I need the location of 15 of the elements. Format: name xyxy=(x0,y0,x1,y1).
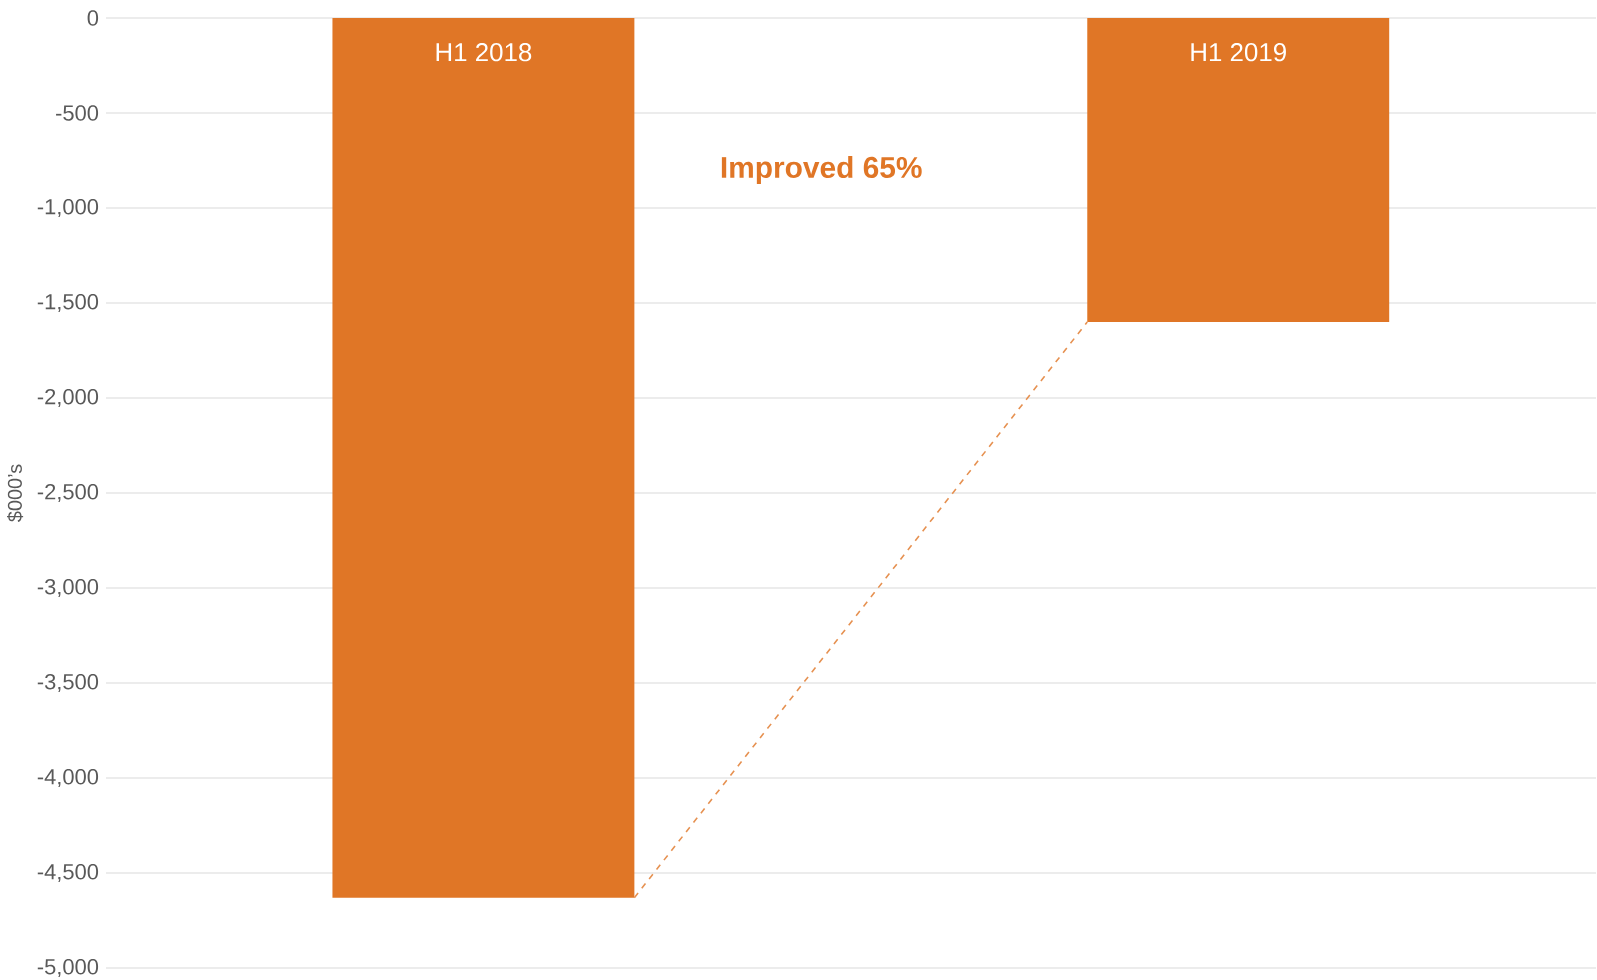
y-tick-label: -1,000 xyxy=(37,198,99,218)
y-tick-label: -500 xyxy=(56,105,99,121)
y-tick-label: -2,500 xyxy=(37,483,99,503)
y-tick-label: -4,500 xyxy=(37,863,99,883)
y-tick-label: 0 xyxy=(87,10,99,26)
x-tick-label: H1 2018 xyxy=(436,43,532,62)
annotation: Improved 65% xyxy=(721,156,922,184)
y-tick-label: -3,500 xyxy=(37,673,99,693)
x-tick-label: H1 2019 xyxy=(1191,43,1286,62)
y-tick-label: -1,500 xyxy=(37,293,99,313)
y-tick-label: -2,000 xyxy=(37,388,99,408)
y-axis-title: $000’s xyxy=(7,464,24,522)
y-tick-label: -3,000 xyxy=(37,578,99,598)
y-tick-label: -4,000 xyxy=(37,768,99,788)
y-tick-label: -5,000 xyxy=(37,958,99,978)
